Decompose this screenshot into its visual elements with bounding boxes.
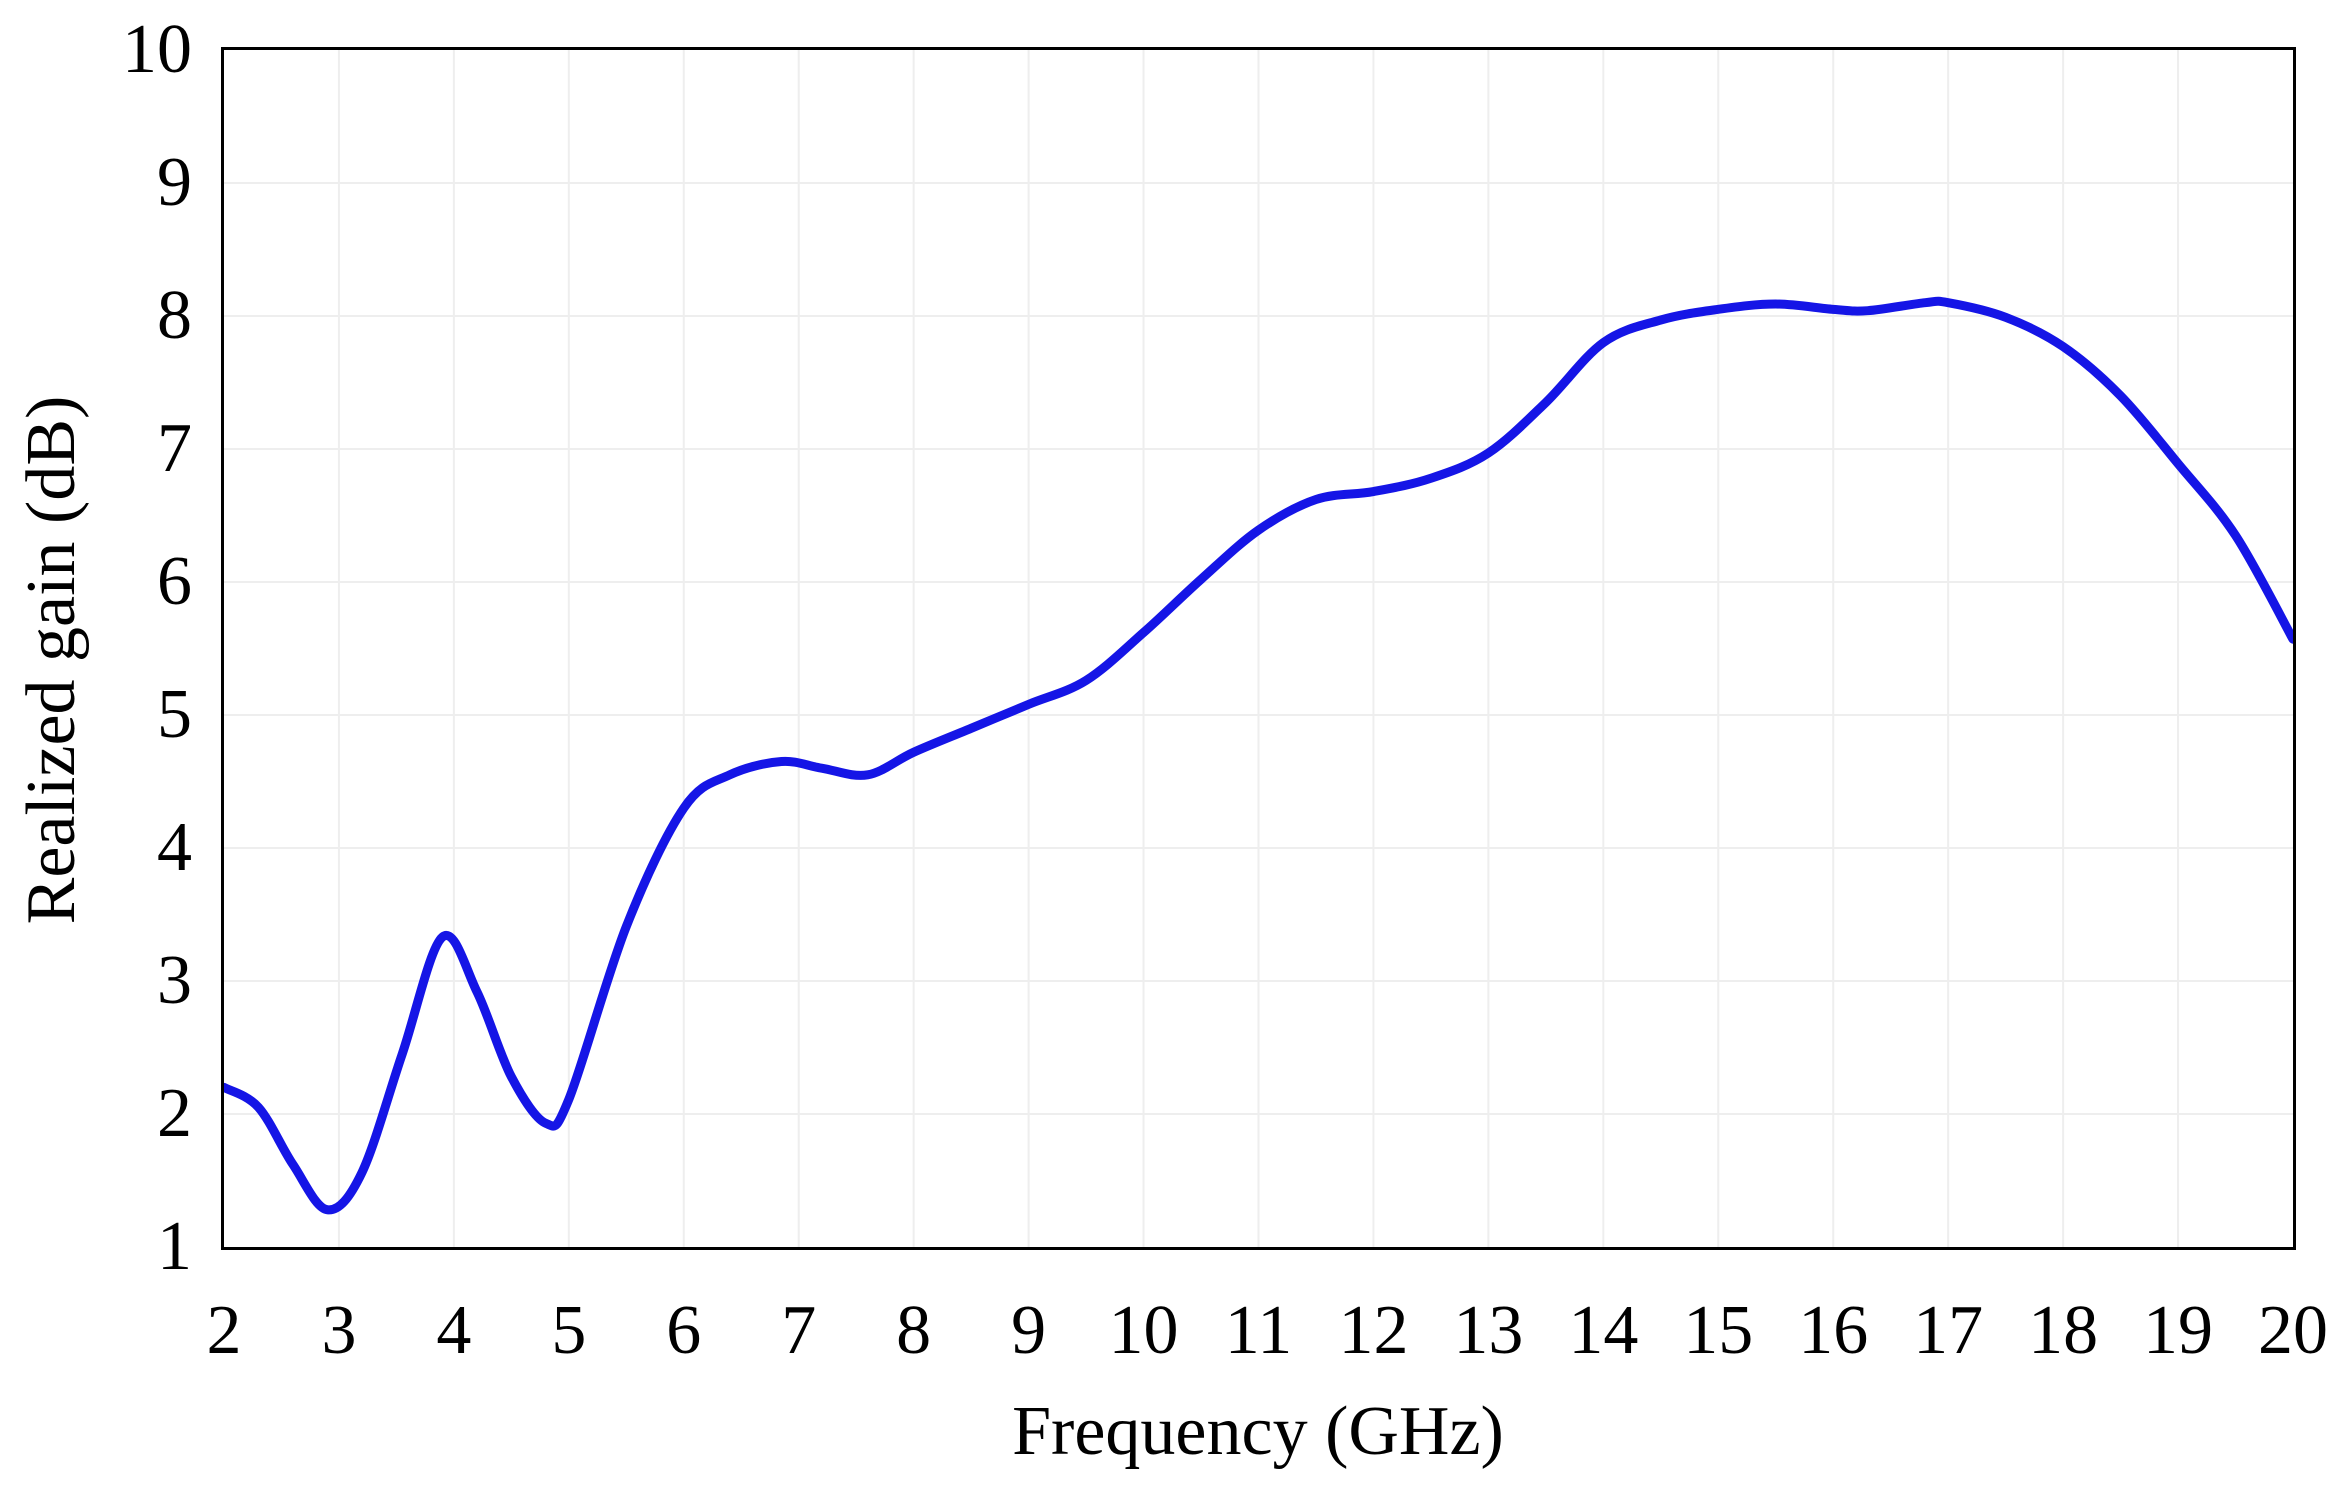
x-tick-label: 19: [2143, 1292, 2214, 1369]
y-tick-label: 1: [157, 1208, 192, 1285]
y-tick-label: 7: [157, 410, 192, 487]
x-tick-label: 15: [1683, 1292, 1754, 1369]
x-tick-label: 9: [1011, 1292, 1047, 1369]
y-tick-label: 3: [157, 942, 192, 1019]
plot-area: [221, 47, 2296, 1250]
x-tick-label: 8: [896, 1292, 932, 1369]
x-tick-label: 11: [1224, 1292, 1293, 1369]
x-tick-label: 20: [2258, 1292, 2328, 1369]
y-tick-label: 9: [157, 144, 192, 221]
y-tick-label: 5: [157, 676, 192, 753]
x-tick-label: 7: [781, 1292, 817, 1369]
x-tick-label: 3: [321, 1292, 357, 1369]
x-tick-label: 4: [436, 1292, 472, 1369]
x-tick-label: 12: [1338, 1292, 1409, 1369]
x-tick-label: 14: [1568, 1292, 1639, 1369]
x-tick-label: 6: [666, 1292, 702, 1369]
gain-curve-canvas: [224, 50, 2293, 1247]
x-tick-label: 17: [1913, 1292, 1984, 1369]
x-tick-label: 10: [1108, 1292, 1179, 1369]
y-tick-label: 6: [157, 543, 192, 620]
gain-curve: [224, 296, 2293, 1215]
x-axis-title: Frequency (GHz): [1012, 1393, 1504, 1470]
x-tick-label: 13: [1453, 1292, 1524, 1369]
x-tick-label: 18: [2028, 1292, 2099, 1369]
y-tick-label: 4: [157, 809, 192, 886]
y-tick-label: 2: [157, 1075, 192, 1152]
y-tick-label: 8: [157, 277, 192, 354]
y-tick-label: 10: [122, 11, 192, 88]
x-tick-label: 2: [206, 1292, 242, 1369]
x-tick-label: 16: [1798, 1292, 1869, 1369]
x-tick-label: 5: [551, 1292, 587, 1369]
